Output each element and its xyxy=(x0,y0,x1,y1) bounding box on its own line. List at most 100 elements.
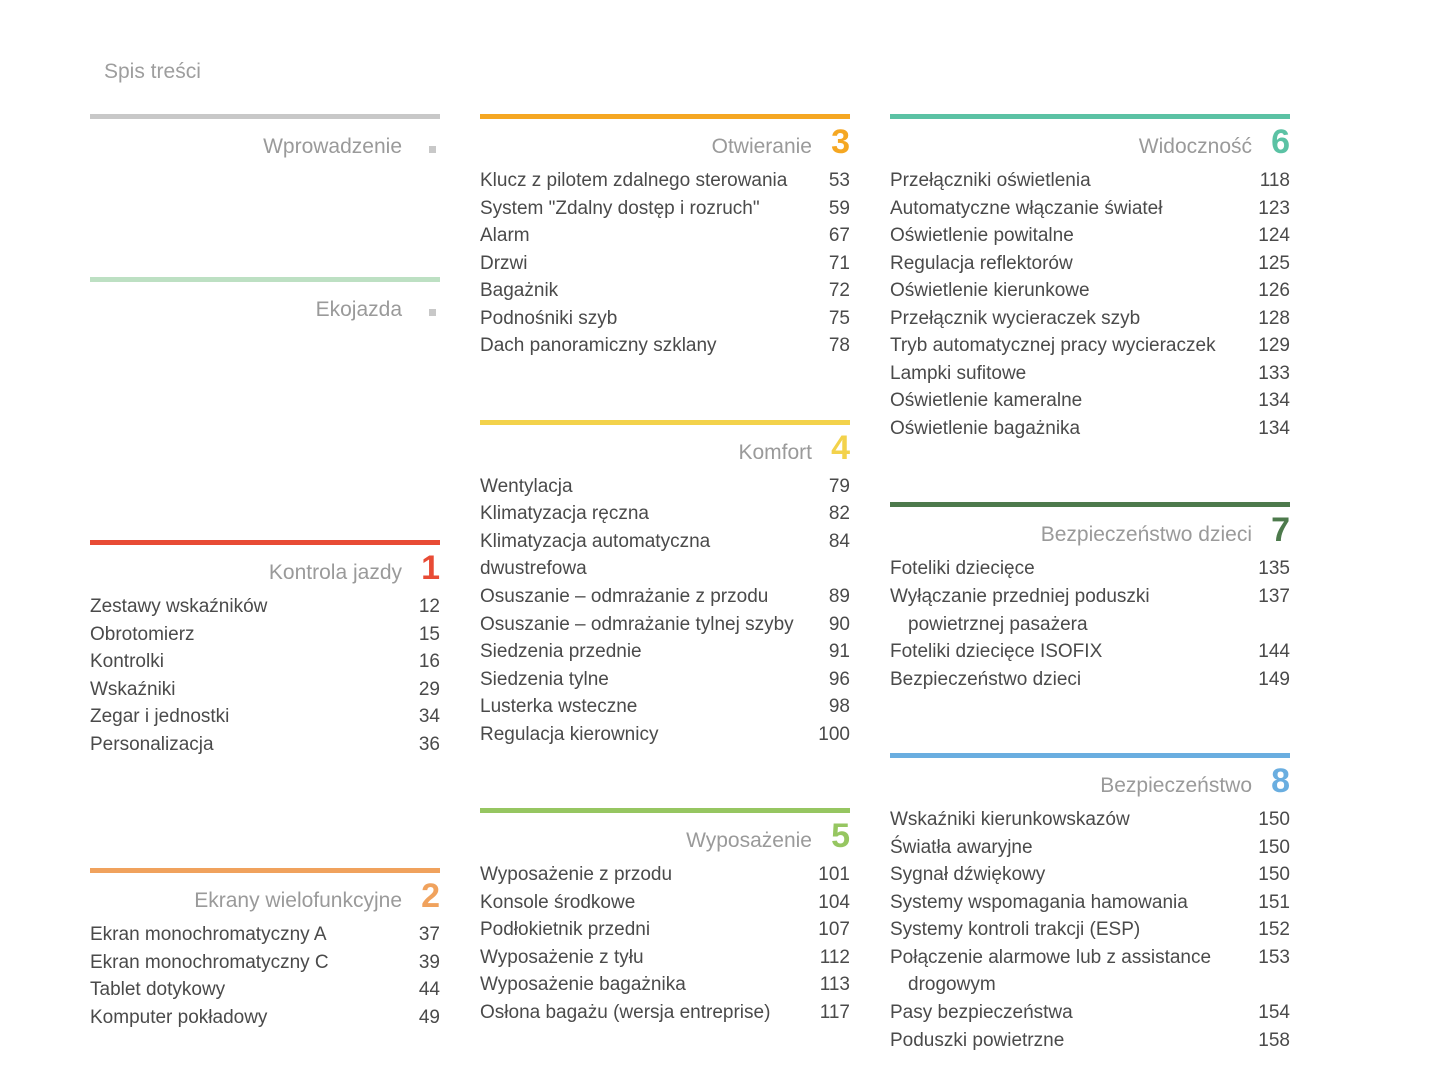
toc-entry: Oświetlenie powitalne124 xyxy=(890,222,1290,250)
entry-page: 104 xyxy=(810,889,850,917)
section-2: Ekrany wielofunkcyjne 2 Ekran monochroma… xyxy=(90,868,440,1031)
entry-page: 158 xyxy=(1250,1027,1290,1055)
entry-label: Wyposażenie bagażnika xyxy=(480,971,810,999)
toc-entry: Regulacja reflektorów125 xyxy=(890,250,1290,278)
entry-label: Tablet dotykowy xyxy=(90,976,400,1004)
entry-label: Światła awaryjne xyxy=(890,834,1250,862)
entry-label: Połączenie alarmowe lub z assistancedrog… xyxy=(890,944,1250,999)
toc-entry: Ekran monochromatyczny A37 xyxy=(90,921,440,949)
entry-label: Alarm xyxy=(480,222,810,250)
section-number: 7 xyxy=(1264,513,1290,547)
section-title: Wyposażenie xyxy=(480,829,812,853)
entry-page: 150 xyxy=(1250,806,1290,834)
toc-entry: Systemy wspomagania hamowania151 xyxy=(890,889,1290,917)
entry-label: Siedzenia przednie xyxy=(480,638,810,666)
toc-entry: Wyposażenie bagażnika113 xyxy=(480,971,850,999)
entry-page: 117 xyxy=(810,999,850,1027)
toc-entry: Tryb automatycznej pracy wycieraczek129 xyxy=(890,332,1290,360)
entry-label: Przełączniki oświetlenia xyxy=(890,167,1250,195)
section-title: Ekrany wielofunkcyjne xyxy=(90,889,402,913)
entry-label: Wyposażenie z tyłu xyxy=(480,944,810,972)
toc-entry: Alarm67 xyxy=(480,222,850,250)
toc-entry: Wskaźniki kierunkowskazów150 xyxy=(890,806,1290,834)
entry-page: 96 xyxy=(810,666,850,694)
entry-label: Osłona bagażu (wersja entreprise) xyxy=(480,999,810,1027)
section-title: Widoczność xyxy=(890,135,1252,159)
toc-entry: Klimatyzacja automatyczna dwustrefowa84 xyxy=(480,528,850,583)
entry-label: Oświetlenie kameralne xyxy=(890,387,1250,415)
toc-entry: Pasy bezpieczeństwa154 xyxy=(890,999,1290,1027)
toc-entry: Tablet dotykowy44 xyxy=(90,976,440,1004)
entries-list: Wyposażenie z przodu101Konsole środkowe1… xyxy=(480,861,850,1026)
entry-page: 107 xyxy=(810,916,850,944)
toc-entry: Lampki sufitowe133 xyxy=(890,360,1290,388)
entry-page: 44 xyxy=(400,976,440,1004)
entry-page: 129 xyxy=(1250,332,1290,360)
toc-entry: Osuszanie – odmrażanie z przodu89 xyxy=(480,583,850,611)
entry-label: Klimatyzacja ręczna xyxy=(480,500,810,528)
entry-label: Foteliki dziecięce ISOFIX xyxy=(890,638,1250,666)
toc-entry: Regulacja kierownicy100 xyxy=(480,721,850,749)
entry-page: 12 xyxy=(400,593,440,621)
section-title: Ekojazda xyxy=(90,298,402,322)
entry-label: Sygnał dźwiękowy xyxy=(890,861,1250,889)
entry-page: 133 xyxy=(1250,360,1290,388)
entry-page: 36 xyxy=(400,731,440,759)
entry-label: Zestawy wskaźników xyxy=(90,593,400,621)
entry-label: Dach panoramiczny szklany xyxy=(480,332,810,360)
entry-label: System "Zdalny dostęp i rozruch" xyxy=(480,195,810,223)
entry-label: Przełącznik wycieraczek szyb xyxy=(890,305,1250,333)
section-title: Bezpieczeństwo dzieci xyxy=(890,523,1252,547)
section-title: Bezpieczeństwo xyxy=(890,774,1252,798)
section-title: Otwieranie xyxy=(480,135,812,159)
entry-label: Pasy bezpieczeństwa xyxy=(890,999,1250,1027)
entry-page: 67 xyxy=(810,222,850,250)
column-2: Otwieranie 3 Klucz z pilotem zdalnego st… xyxy=(480,114,850,1084)
entry-label: Tryb automatycznej pracy wycieraczek xyxy=(890,332,1250,360)
toc-entry: Osłona bagażu (wersja entreprise)117 xyxy=(480,999,850,1027)
toc-entry: Wyposażenie z tyłu112 xyxy=(480,944,850,972)
toc-entry: Podłokietnik przedni107 xyxy=(480,916,850,944)
entry-page: 154 xyxy=(1250,999,1290,1027)
toc-entry: Personalizacja36 xyxy=(90,731,440,759)
toc-entry: Osuszanie – odmrażanie tylnej szyby90 xyxy=(480,611,850,639)
toc-entry: Foteliki dziecięce135 xyxy=(890,555,1290,583)
section-rule xyxy=(480,420,850,425)
entry-page: 134 xyxy=(1250,387,1290,415)
toc-entry: Bagażnik72 xyxy=(480,277,850,305)
entry-label: Siedzenia tylne xyxy=(480,666,810,694)
entry-page: 39 xyxy=(400,949,440,977)
section-rule xyxy=(90,114,440,119)
entry-label: Systemy kontroli trakcji (ESP) xyxy=(890,916,1250,944)
entry-label: Klucz z pilotem zdalnego sterowania xyxy=(480,167,810,195)
toc-entry: Wyposażenie z przodu101 xyxy=(480,861,850,889)
section-7: Bezpieczeństwo dzieci 7 Foteliki dziecię… xyxy=(890,502,1290,693)
entry-page: 75 xyxy=(810,305,850,333)
entry-page: 34 xyxy=(400,703,440,731)
toc-entry: Przełączniki oświetlenia118 xyxy=(890,167,1290,195)
section-6: Widoczność 6 Przełączniki oświetlenia118… xyxy=(890,114,1290,442)
entry-page: 84 xyxy=(810,528,850,556)
entry-label: Wyposażenie z przodu xyxy=(480,861,810,889)
entry-label: Bezpieczeństwo dzieci xyxy=(890,666,1250,694)
entry-label: Regulacja kierownicy xyxy=(480,721,810,749)
section-rule xyxy=(480,808,850,813)
toc-entry: Wentylacja79 xyxy=(480,473,850,501)
toc-entry: Foteliki dziecięce ISOFIX144 xyxy=(890,638,1290,666)
toc-entry: Kontrolki16 xyxy=(90,648,440,676)
entry-page: 90 xyxy=(810,611,850,639)
toc-entry: Klimatyzacja ręczna82 xyxy=(480,500,850,528)
section-8: Bezpieczeństwo 8 Wskaźniki kierunkowskaz… xyxy=(890,753,1290,1054)
entry-page: 89 xyxy=(810,583,850,611)
section-rule xyxy=(890,753,1290,758)
entry-page: 72 xyxy=(810,277,850,305)
section-rule xyxy=(480,114,850,119)
entry-page: 101 xyxy=(810,861,850,889)
entry-label: Podłokietnik przedni xyxy=(480,916,810,944)
toc-entry: Systemy kontroli trakcji (ESP)152 xyxy=(890,916,1290,944)
section-number: 5 xyxy=(824,819,850,853)
section-number: 4 xyxy=(824,431,850,465)
entries-list: Klucz z pilotem zdalnego sterowania53Sys… xyxy=(480,167,850,360)
column-1: Wprowadzenie Ekojazda Kontrola jazdy 1 Z… xyxy=(90,114,440,1084)
entry-page: 100 xyxy=(810,721,850,749)
